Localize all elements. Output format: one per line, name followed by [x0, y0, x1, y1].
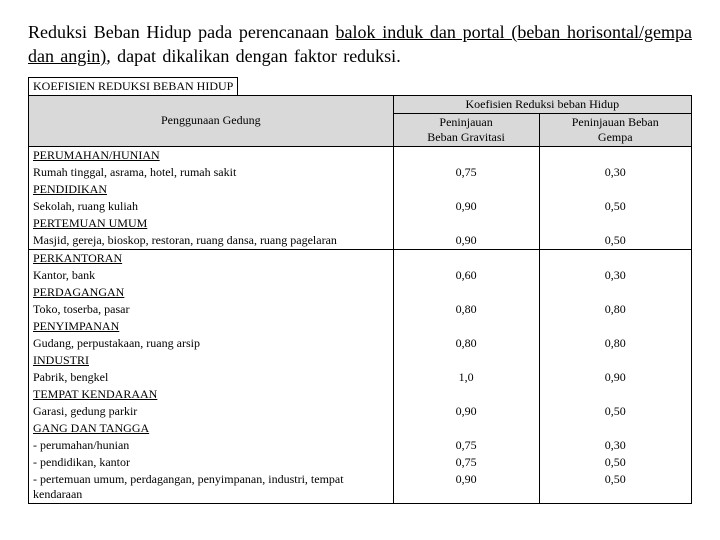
cell-label: PENDIDIKAN [29, 181, 394, 198]
cell-gempa: 0,50 [539, 471, 692, 504]
cell-gempa [539, 249, 692, 267]
table-row: PERUMAHAN/HUNIAN [29, 146, 692, 164]
table-row: Rumah tinggal, asrama, hotel, rumah saki… [29, 164, 692, 181]
table-row: Kantor, bank0,600,30 [29, 267, 692, 284]
cell-gempa: 0,80 [539, 335, 692, 352]
cell-gravitasi [393, 420, 539, 437]
cell-label: INDUSTRI [29, 352, 394, 369]
cell-label: TEMPAT KENDARAAN [29, 386, 394, 403]
cell-label: PERDAGANGAN [29, 284, 394, 301]
cell-label: Kantor, bank [29, 267, 394, 284]
cell-gempa [539, 420, 692, 437]
cell-label: Pabrik, bengkel [29, 369, 394, 386]
col-header-penggunaan: Penggunaan Gedung [29, 95, 394, 146]
cell-gempa: 0,50 [539, 198, 692, 215]
cell-gempa: 0,50 [539, 403, 692, 420]
table-row: TEMPAT KENDARAAN [29, 386, 692, 403]
table-row: - pertemuan umum, perdagangan, penyimpan… [29, 471, 692, 504]
col-header-gempa: Peninjauan BebanGempa [539, 113, 692, 146]
cell-gravitasi [393, 249, 539, 267]
cell-gravitasi: 0,90 [393, 198, 539, 215]
table-row: PERDAGANGAN [29, 284, 692, 301]
cell-gravitasi [393, 352, 539, 369]
cell-gempa [539, 181, 692, 198]
cell-gempa: 0,80 [539, 301, 692, 318]
cell-label: Garasi, gedung parkir [29, 403, 394, 420]
cell-label: PERKANTORAN [29, 249, 394, 267]
col-header-gravitasi: PeninjauanBeban Gravitasi [393, 113, 539, 146]
cell-gravitasi [393, 215, 539, 232]
cell-label: Toko, toserba, pasar [29, 301, 394, 318]
cell-label: - pertemuan umum, perdagangan, penyimpan… [29, 471, 394, 504]
cell-label: Sekolah, ruang kuliah [29, 198, 394, 215]
cell-gempa: 0,50 [539, 232, 692, 250]
cell-label: PERTEMUAN UMUM [29, 215, 394, 232]
cell-gravitasi [393, 386, 539, 403]
table-row: PENDIDIKAN [29, 181, 692, 198]
reduction-table: Penggunaan Gedung Koefisien Reduksi beba… [28, 95, 692, 504]
cell-label: PERUMAHAN/HUNIAN [29, 146, 394, 164]
cell-label: - pendidikan, kantor [29, 454, 394, 471]
cell-label: Masjid, gereja, bioskop, restoran, ruang… [29, 232, 394, 250]
table-row: Pabrik, bengkel1,00,90 [29, 369, 692, 386]
cell-gempa [539, 215, 692, 232]
cell-gravitasi: 0,80 [393, 301, 539, 318]
cell-gempa: 0,30 [539, 437, 692, 454]
table-row: PENYIMPANAN [29, 318, 692, 335]
cell-gempa [539, 386, 692, 403]
table-row: - pendidikan, kantor0,750,50 [29, 454, 692, 471]
table-row: PERTEMUAN UMUM [29, 215, 692, 232]
cell-gravitasi: 0,60 [393, 267, 539, 284]
table-row: Garasi, gedung parkir0,900,50 [29, 403, 692, 420]
cell-gravitasi: 0,90 [393, 471, 539, 504]
cell-gravitasi: 1,0 [393, 369, 539, 386]
cell-gravitasi [393, 284, 539, 301]
cell-gravitasi: 0,75 [393, 454, 539, 471]
table-row: Sekolah, ruang kuliah0,900,50 [29, 198, 692, 215]
title-pre: Reduksi Beban Hidup pada perencanaan [28, 22, 335, 42]
cell-label: PENYIMPANAN [29, 318, 394, 335]
table-row: Masjid, gereja, bioskop, restoran, ruang… [29, 232, 692, 250]
page-title: Reduksi Beban Hidup pada perencanaan bal… [28, 20, 692, 69]
cell-label: Gudang, perpustakaan, ruang arsip [29, 335, 394, 352]
table-row: Toko, toserba, pasar0,800,80 [29, 301, 692, 318]
cell-gempa: 0,90 [539, 369, 692, 386]
col-header-group: Koefisien Reduksi beban Hidup [393, 95, 691, 113]
cell-gravitasi: 0,75 [393, 437, 539, 454]
cell-gempa [539, 146, 692, 164]
cell-gempa [539, 352, 692, 369]
cell-gravitasi [393, 146, 539, 164]
cell-gravitasi: 0,90 [393, 232, 539, 250]
table-row: PERKANTORAN [29, 249, 692, 267]
cell-gempa [539, 318, 692, 335]
cell-gempa: 0,30 [539, 164, 692, 181]
table-row: INDUSTRI [29, 352, 692, 369]
table-row: - perumahan/hunian0,750,30 [29, 437, 692, 454]
cell-gempa [539, 284, 692, 301]
cell-gravitasi: 0,80 [393, 335, 539, 352]
cell-gravitasi [393, 318, 539, 335]
cell-gravitasi [393, 181, 539, 198]
table-title: KOEFISIEN REDUKSI BEBAN HIDUP [28, 77, 238, 95]
cell-gempa: 0,50 [539, 454, 692, 471]
title-post: , dapat dikalikan dengan faktor reduksi. [106, 46, 400, 66]
cell-label: Rumah tinggal, asrama, hotel, rumah saki… [29, 164, 394, 181]
cell-label: GANG DAN TANGGA [29, 420, 394, 437]
cell-gempa: 0,30 [539, 267, 692, 284]
cell-gravitasi: 0,90 [393, 403, 539, 420]
cell-label: - perumahan/hunian [29, 437, 394, 454]
table-row: GANG DAN TANGGA [29, 420, 692, 437]
cell-gravitasi: 0,75 [393, 164, 539, 181]
table-row: Gudang, perpustakaan, ruang arsip0,800,8… [29, 335, 692, 352]
